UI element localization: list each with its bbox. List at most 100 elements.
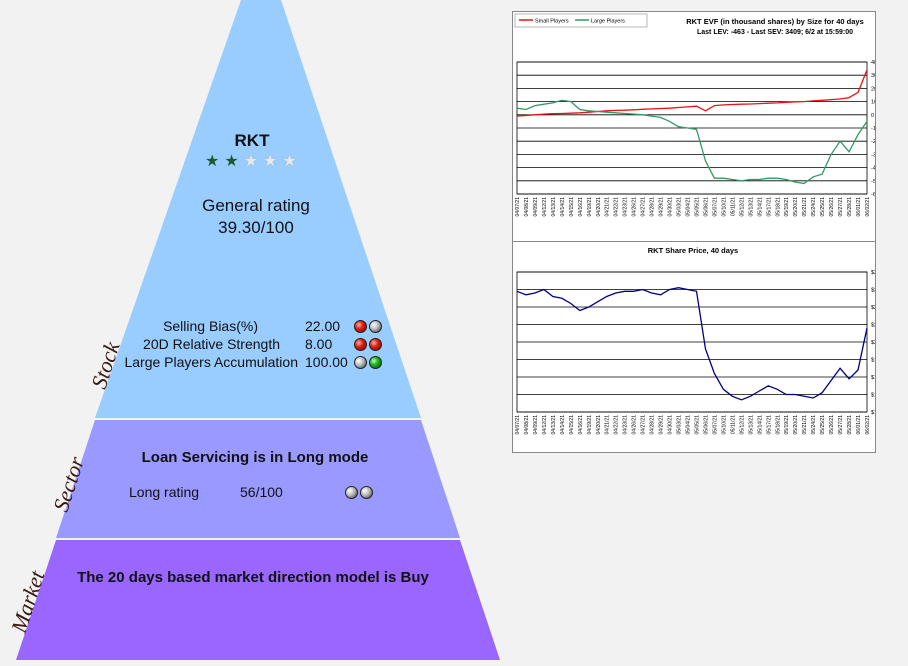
x-tick-label: 05/05/21 <box>694 415 700 435</box>
market-direction-text: The 20 days based market direction model… <box>77 569 429 586</box>
x-tick-label: 04/29/21 <box>659 197 665 217</box>
legend-label-large-players: Large Players <box>591 19 625 25</box>
evf-chart-panel: RKT EVF (in thousand shares) by Size for… <box>512 11 885 245</box>
x-tick-label: 04/23/21 <box>623 197 629 217</box>
x-tick-label: 05/21/21 <box>802 197 808 217</box>
x-tick-label: 04/22/21 <box>614 197 620 217</box>
x-tick-label: 05/18/21 <box>775 415 781 435</box>
x-tick-label: 04/20/21 <box>596 415 602 435</box>
chart-title: RKT Share Price, 40 days <box>648 246 738 255</box>
metric-label-large-players: Large Players Accumulation <box>124 354 298 370</box>
x-tick-label: 05/10/21 <box>721 415 727 435</box>
status-gray-icon <box>360 486 373 500</box>
x-tick-label: 05/19/21 <box>784 415 790 435</box>
x-tick-label: 04/21/21 <box>605 197 611 217</box>
x-tick-label: 05/17/21 <box>766 197 772 217</box>
y-tick-label: -2000 <box>871 139 875 145</box>
star-filled-icon: ★ <box>205 153 221 170</box>
x-tick-label: 04/19/21 <box>587 197 593 217</box>
y-tick-label: $21.0 <box>871 323 875 329</box>
metric-label-relative-strength: 20D Relative Strength <box>143 336 280 352</box>
plot-frame <box>516 61 868 195</box>
x-tick-label: 04/21/21 <box>605 415 611 435</box>
series-line-1 <box>516 99 868 185</box>
x-tick-label: 04/30/21 <box>668 197 674 217</box>
metric-value-relative-strength: 8.00 <box>305 336 333 352</box>
y-tick-label: $22.0 <box>871 305 875 311</box>
y-tick-label: $18.0 <box>871 375 875 381</box>
x-tick-label: 04/08/21 <box>524 415 530 435</box>
y-tick-label: $20.0 <box>871 340 875 346</box>
x-tick-label: 04/13/21 <box>551 197 557 217</box>
x-tick-label: 04/14/21 <box>560 415 566 435</box>
metric-dots-large-players <box>352 354 382 372</box>
sector-dots <box>343 484 373 502</box>
status-red-icon <box>354 320 367 334</box>
x-tick-label: 04/12/21 <box>542 197 548 217</box>
x-tick-label: 05/13/21 <box>748 415 754 435</box>
x-tick-label: 06/01/21 <box>856 197 862 217</box>
x-tick-label: 04/08/21 <box>524 197 530 217</box>
x-tick-label: 04/09/21 <box>533 197 539 217</box>
x-tick-label: 04/15/21 <box>569 415 575 435</box>
x-tick-label: 05/24/21 <box>811 415 817 435</box>
x-tick-label: 05/26/21 <box>829 415 835 435</box>
x-tick-label: 04/26/21 <box>632 415 638 435</box>
x-tick-label: 05/05/21 <box>694 197 700 217</box>
rating-stars: ★ ★ ★ ★ ★ <box>205 153 315 171</box>
x-tick-label: 05/06/21 <box>703 415 709 435</box>
x-tick-label: 04/16/21 <box>578 415 584 435</box>
x-tick-label: 05/14/21 <box>757 415 763 435</box>
x-tick-label: 05/11/21 <box>730 197 736 216</box>
x-tick-label: 04/28/21 <box>650 197 656 217</box>
metric-value-large-players: 100.00 <box>305 354 348 370</box>
x-tick-label: 05/12/21 <box>739 415 745 435</box>
x-tick-label: 04/07/21 <box>515 415 521 435</box>
x-tick-label: 05/27/21 <box>838 197 844 217</box>
x-tick-label: 05/04/21 <box>686 415 692 435</box>
stock-layer <box>95 0 421 418</box>
pyramid-graphic <box>16 0 500 660</box>
x-tick-label: 05/10/21 <box>721 197 727 217</box>
stock-ticker: RKT <box>234 131 270 150</box>
price-chart-panel: RKT Share Price, 40 days $24.0 $23.0 $22.0 $… <box>512 241 885 453</box>
evf-chart: RKT EVF (in thousand shares) by Size for… <box>514 13 885 217</box>
x-tick-label: 04/23/21 <box>623 415 629 435</box>
x-tick-label: 04/19/21 <box>587 415 593 435</box>
star-filled-icon: ★ <box>224 153 240 170</box>
sector-rating-value: 56/100 <box>240 484 283 500</box>
x-tick-label: 05/11/21 <box>730 415 736 434</box>
x-tick-label: 04/15/21 <box>569 197 575 217</box>
x-tick-label: 05/07/21 <box>712 415 718 435</box>
chart-legend: Small Players Large Players <box>514 13 648 28</box>
x-tick-label: 04/30/21 <box>668 415 674 435</box>
x-tick-label: 05/19/21 <box>784 197 790 217</box>
x-tick-label: 05/25/21 <box>820 415 826 435</box>
status-gray-icon <box>369 320 382 334</box>
x-tick-label: 04/16/21 <box>578 197 584 217</box>
x-tick-label: 06/02/21 <box>865 415 871 435</box>
general-rating-value: 39.30/100 <box>218 218 294 237</box>
y-tick-label: 4000 <box>871 60 875 66</box>
y-tick-label: -3000 <box>871 152 875 158</box>
y-tick-label: $16.0 <box>871 410 875 416</box>
x-tick-label: 04/27/21 <box>641 197 647 217</box>
metric-dots-relative-strength <box>352 336 382 354</box>
status-gray-icon <box>354 356 367 370</box>
y-tick-label: 2000 <box>871 86 875 92</box>
x-tick-label: 05/20/21 <box>793 415 799 435</box>
x-tick-label: 05/27/21 <box>838 415 844 435</box>
sector-mode-text: Loan Servicing is in Long mode <box>141 449 369 466</box>
x-tick-label: 05/07/21 <box>712 197 718 217</box>
sector-layer <box>56 420 460 538</box>
x-tick-label: 05/24/21 <box>811 197 817 217</box>
x-tick-label: 04/27/21 <box>641 415 647 435</box>
y-tick-label: $23.0 <box>871 288 875 294</box>
y-tick-label: -5000 <box>871 179 875 185</box>
status-green-icon <box>369 356 382 370</box>
x-tick-label: 05/14/21 <box>757 197 763 217</box>
y-tick-label: $24.0 <box>871 270 875 276</box>
chart-subtitle: Last LEV: -463 - Last SEV: 3409; 6/2 at … <box>697 29 853 36</box>
y-tick-label: 0 <box>871 113 874 119</box>
metric-value-selling-bias: 22.00 <box>305 318 341 334</box>
